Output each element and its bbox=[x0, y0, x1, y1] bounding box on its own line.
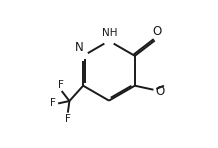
Text: O: O bbox=[155, 85, 164, 98]
Text: F: F bbox=[50, 98, 56, 108]
Text: F: F bbox=[65, 114, 71, 124]
Text: F: F bbox=[58, 80, 64, 90]
Text: N: N bbox=[75, 41, 84, 54]
Text: O: O bbox=[153, 25, 162, 38]
Text: NH: NH bbox=[102, 28, 118, 38]
